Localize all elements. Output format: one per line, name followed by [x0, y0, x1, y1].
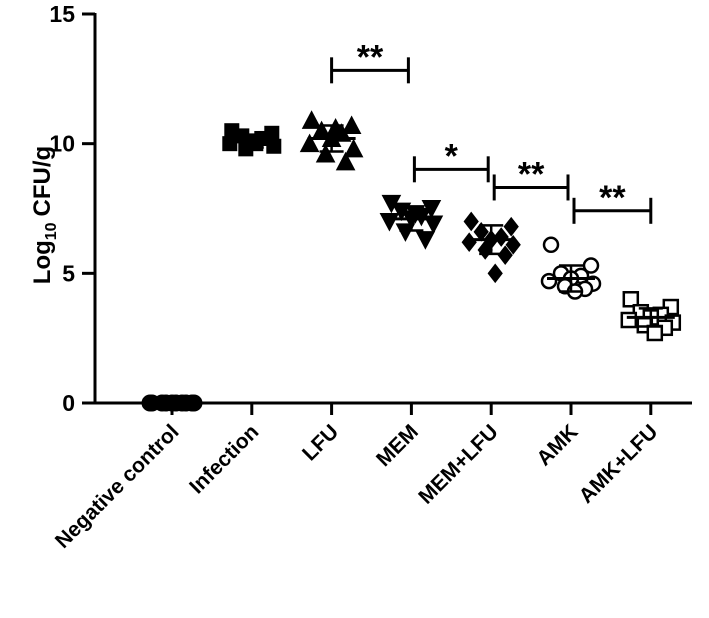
point: [379, 212, 400, 232]
point: [222, 136, 238, 152]
significance-label: **: [357, 38, 384, 76]
point: [620, 311, 638, 329]
point: [315, 143, 336, 163]
point: [415, 231, 436, 250]
point: [487, 263, 503, 284]
point: [461, 232, 477, 253]
y-label-part: CFU/g: [29, 146, 56, 217]
x-tick-label: Infection: [185, 420, 263, 498]
x-tick-label: AMK: [532, 420, 582, 470]
point: [540, 272, 558, 290]
y-label-subscript: 10: [43, 222, 60, 240]
point: [343, 138, 364, 158]
point: [477, 240, 493, 260]
y-tick-label: 15: [49, 1, 75, 27]
point: [497, 245, 513, 265]
significance-label: **: [518, 155, 545, 193]
point: [301, 110, 322, 129]
x-tick-label: MEM+LFU: [414, 420, 502, 508]
significance-label: *: [445, 137, 459, 175]
y-tick-label: 0: [62, 390, 75, 416]
x-tick-label: AMK+LFU: [575, 420, 663, 508]
point: [299, 133, 320, 153]
point: [335, 151, 356, 171]
point: [622, 291, 640, 308]
y-label-part: Log: [29, 240, 56, 284]
point: [582, 257, 600, 274]
point: [493, 227, 509, 247]
y-tick-label: 5: [62, 260, 75, 286]
x-tick-label: Negative control: [51, 420, 184, 553]
point: [463, 211, 479, 232]
point: [341, 115, 362, 135]
y-axis-label: Log10 CFU/g: [29, 146, 60, 284]
significance-label: **: [599, 179, 626, 217]
point: [503, 216, 519, 237]
point: [542, 236, 560, 254]
point: [646, 324, 664, 342]
point: [395, 223, 416, 242]
x-tick-label: MEM: [372, 420, 423, 471]
x-tick-label: LFU: [298, 420, 343, 465]
y-tick-label: 10: [49, 131, 75, 157]
